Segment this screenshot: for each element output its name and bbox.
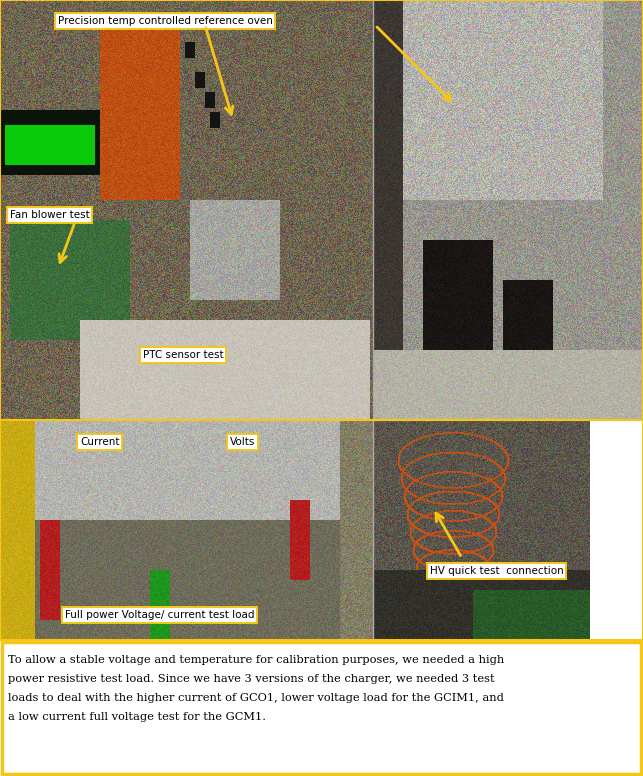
Bar — [0, 640, 643, 776]
Text: To allow a stable voltage and temperature for calibration purposes, we needed a : To allow a stable voltage and temperatur… — [8, 655, 504, 665]
Text: a low current full voltage test for the GCM1.: a low current full voltage test for the … — [8, 712, 266, 722]
Text: Fan blower test: Fan blower test — [10, 210, 90, 220]
Bar — [590, 420, 643, 640]
Text: power resistive test load. Since we have 3 versions of the charger, we needed 3 : power resistive test load. Since we have… — [8, 674, 494, 684]
Bar — [2, 642, 641, 774]
Text: HV quick test  connection: HV quick test connection — [430, 566, 564, 576]
Text: loads to deal with the higher current of GCO1, lower voltage load for the GCIM1,: loads to deal with the higher current of… — [8, 693, 504, 703]
Text: Current: Current — [80, 437, 120, 447]
Text: Precision temp controlled reference oven: Precision temp controlled reference oven — [58, 16, 273, 26]
Text: PTC sensor test: PTC sensor test — [143, 350, 224, 360]
Bar — [0, 420, 643, 640]
Text: Volts: Volts — [230, 437, 255, 447]
Text: Full power Voltage/ current test load: Full power Voltage/ current test load — [65, 610, 255, 620]
Bar — [0, 0, 643, 420]
